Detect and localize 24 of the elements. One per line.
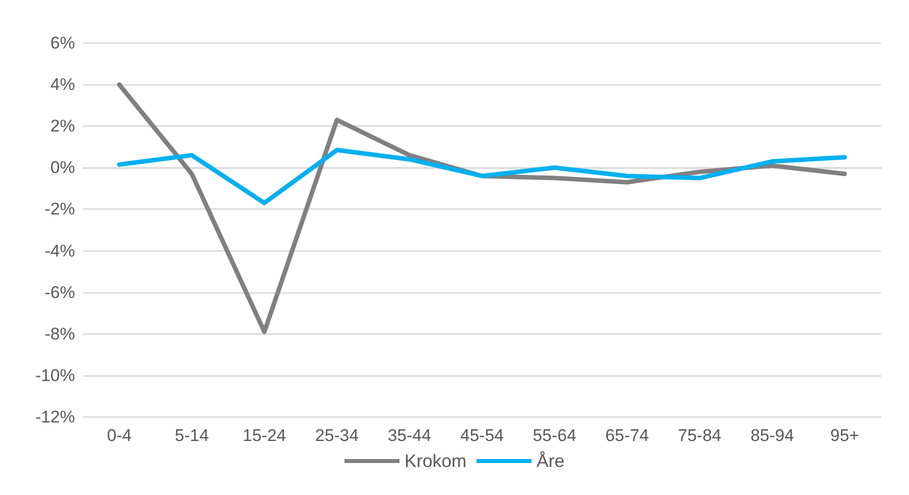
x-tick-label: 65-74 [605,426,649,445]
y-tick-label: 2% [50,116,75,136]
y-tick-label: -12% [35,408,75,426]
y-tick-label: 4% [50,75,75,94]
x-tick-label: 95+ [830,426,860,445]
x-tick-label: 45-54 [460,426,504,445]
x-tick-label: 35-44 [388,426,432,445]
y-tick-label: -4% [44,241,75,260]
x-tick-label: 0-4 [106,426,132,445]
x-tick-label: 55-64 [532,426,576,445]
y-tick-label: -8% [44,324,75,344]
line-series [117,148,847,206]
x-tick-label: 5-14 [174,426,209,445]
x-tick-label: 15-24 [242,426,286,445]
legend-label: Krokom [404,451,466,471]
y-tick-label: 0% [50,158,75,178]
legend-label: Åre [536,451,565,471]
y-tick-label: -10% [35,366,75,385]
x-tick-label: 75-84 [678,426,722,445]
y-tick-label: -2% [44,200,75,219]
x-tick-label: 25-34 [315,426,359,445]
x-tick-label: 85-94 [750,426,794,445]
y-tick-label: 6% [50,34,75,52]
y-tick-label: -6% [44,282,75,302]
